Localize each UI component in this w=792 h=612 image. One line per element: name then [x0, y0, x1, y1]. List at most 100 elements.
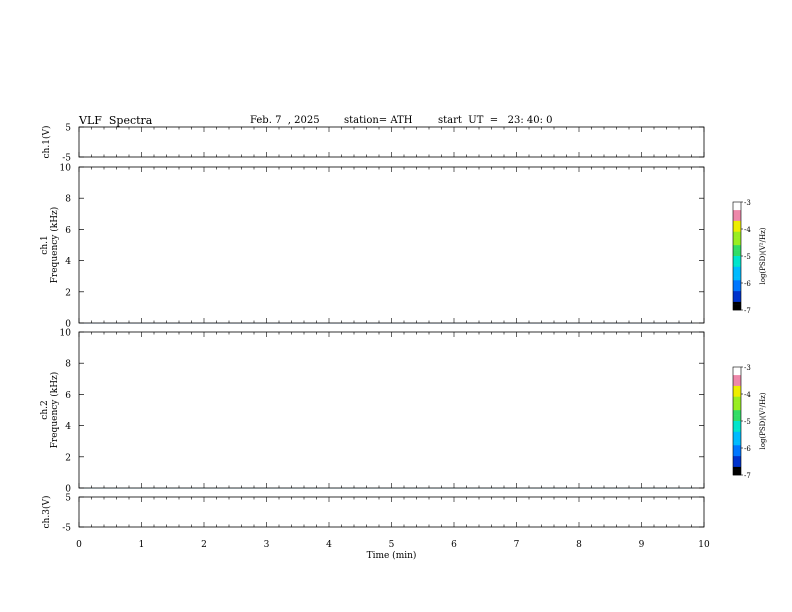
- ch2-spectrogram-colorbar-cell: [733, 464, 741, 468]
- x-tick-label: 0: [76, 540, 82, 550]
- ch1-spectrogram-colorbar-cell: [733, 304, 741, 308]
- ch2-spectrogram-colorbar-cell: [733, 418, 741, 422]
- x-tick-label: 3: [264, 540, 270, 550]
- ch1-spectrogram-colorbar-cell: [733, 229, 741, 232]
- ch2-spectrogram-colorbar-cell: [733, 445, 741, 449]
- ch2-spectrogram-colorbar-cell: [733, 377, 741, 381]
- ch1-waveform-ytick-label: 5: [65, 124, 71, 134]
- ch1-spectrogram-colorbar-cell: [733, 291, 741, 295]
- ch2-spectrogram-colorbar-cell: [733, 410, 741, 414]
- ch1-spectrogram-colorbar-cell: [733, 234, 741, 238]
- ch2-spectrogram-colorbar-cell: [733, 369, 741, 373]
- ch1-spectrogram-colorbar-cell: [733, 231, 741, 235]
- ch2-spectrogram-ytick-label: 2: [65, 453, 71, 463]
- ch1-spectrogram-colorbar-cell: [733, 288, 741, 292]
- ch1-waveform-ytick-label: -5: [62, 154, 71, 164]
- ch1-spectrogram-colorbar-cell: [733, 307, 741, 311]
- ch2-spectrogram-colorbar-cell: [733, 394, 741, 397]
- ch3-waveform-ylabel: ch.3(V): [41, 496, 52, 529]
- ch2-spectrogram-colorbar-cell: [733, 380, 741, 384]
- ch1-spectrogram-colorbar-cell: [733, 283, 741, 286]
- ch2-spectrogram-colorbar-cell: [733, 415, 741, 419]
- ch2-spectrogram-colorbar-cell: [733, 375, 741, 379]
- ch1-spectrogram-colorbar-cell: [733, 266, 741, 270]
- ch1-spectrogram-colorbar-cell: [733, 218, 741, 222]
- ch1-spectrogram-colorbar-cell: [733, 223, 741, 227]
- ch1-spectrogram-colorbar-cell: [733, 296, 741, 300]
- ch1-spectrogram-colorbar-cell: [733, 293, 741, 297]
- ch2-spectrogram-ytick-label: 4: [65, 422, 71, 432]
- ch1-spectrogram-colorbar-cell: [733, 285, 741, 289]
- ch1-spectrogram-colorbar-cell: [733, 207, 741, 211]
- ch2-spectrogram-ytick-label: 6: [65, 391, 71, 401]
- ch1-spectrogram-colorbar-cell: [733, 226, 741, 230]
- ch1-spectrogram-colorbar-cell: [733, 250, 741, 254]
- ch1-spectrogram-ylabel-line1: ch.1: [40, 235, 50, 254]
- ch2-spectrogram-colorbar-cell: [733, 461, 741, 465]
- ch1-spectrogram-colorbar-cell: [733, 261, 741, 265]
- ch2-spectrogram-colorbar-cell: [733, 448, 741, 451]
- x-tick-label: 9: [639, 540, 645, 550]
- ch1-spectrogram-frame: [78, 166, 705, 324]
- ch1-spectrogram-colorbar-cell: [733, 301, 741, 305]
- plot-labels: 5 -5 ch.1(V) 0 2 4 6 8 10 ch.1 Frequency (kHz) -3 -4…: [40, 124, 767, 562]
- ch1-spectrogram-colorbar-cell: [733, 237, 741, 241]
- ch1-spectrogram-colorbar-cell: [733, 274, 741, 278]
- x-tick-label: 10: [698, 540, 710, 550]
- ch2-spectrogram-colorbar-label: log(PSD)(V²/Hz): [759, 392, 767, 449]
- ch1-waveform-ylabel: ch.1(V): [41, 126, 52, 159]
- ch2-spectrogram-colorbar-cell: [733, 456, 741, 460]
- ch1-spectrogram-colorbar-cell: [733, 204, 741, 208]
- ch2-spectrogram-frame: [78, 331, 705, 489]
- ch1-spectrogram-colorbar-cell: [733, 220, 741, 224]
- ch1-spectrogram-colorbar-tick-label: -6: [744, 280, 751, 288]
- ch3-waveform-ytick-label: 5: [65, 494, 71, 504]
- ch1-spectrogram-colorbar-cell: [733, 299, 741, 303]
- ch2-spectrogram-colorbar-cell: [733, 421, 741, 424]
- ch1-spectrogram-ytick-label: 6: [65, 226, 71, 236]
- ch2-spectrogram-colorbar-cell: [733, 399, 741, 403]
- ch1-spectrogram-colorbar-tick-label: -3: [744, 199, 751, 207]
- ch2-spectrogram-colorbar-cell: [733, 404, 741, 408]
- ch1-spectrogram-colorbar-cell: [733, 272, 741, 276]
- ch2-spectrogram-colorbar-cell: [733, 402, 741, 406]
- date-label: Feb. 7 , 2025: [250, 115, 320, 126]
- ch1-spectrogram-colorbar-tick-label: -4: [744, 226, 751, 234]
- ch1-spectrogram-colorbar-cell: [733, 264, 741, 268]
- ch1-spectrogram-ytick-label: 8: [65, 195, 71, 205]
- ch2-spectrogram-ylabel-line1: ch.2: [40, 400, 50, 419]
- ch1-spectrogram-colorbar-tick-label: -5: [744, 253, 751, 261]
- ch2-spectrogram-colorbar-cell: [733, 383, 741, 387]
- ch2-spectrogram-colorbar-cell: [733, 426, 741, 430]
- ch2-spectrogram-colorbar-cell: [733, 396, 741, 400]
- ch1-spectrogram-colorbar-cell: [733, 202, 741, 205]
- x-tick-label: 4: [326, 540, 332, 550]
- ch1-spectrogram-colorbar-cell: [733, 215, 741, 219]
- ch1-spectrogram-ytick-label: 4: [65, 257, 71, 267]
- x-tick-label: 6: [451, 540, 457, 550]
- ch2-spectrogram-colorbar-cell: [733, 442, 741, 446]
- ch2-spectrogram-colorbar-cell: [733, 367, 741, 370]
- x-tick-label: 5: [389, 540, 395, 550]
- ch1-spectrogram-colorbar-cell: [733, 245, 741, 249]
- ch2-spectrogram-colorbar-cell: [733, 372, 741, 376]
- ch2-spectrogram-colorbar-cell: [733, 391, 741, 395]
- ch1-spectrogram-colorbar-cell: [733, 277, 741, 281]
- ch2-spectrogram-colorbar-tick-label: -6: [744, 445, 751, 453]
- start-time-label: start UT = 23: 40: 0: [438, 115, 553, 126]
- ch2-spectrogram-colorbar-cell: [733, 407, 741, 411]
- ch1-spectrogram-colorbar-label: log(PSD)(V²/Hz): [759, 227, 767, 284]
- ch1-spectrogram-colorbar-cell: [733, 212, 741, 216]
- ch2-spectrogram-colorbar-cell: [733, 423, 741, 427]
- ch2-spectrogram-colorbar-cell: [733, 439, 741, 443]
- ch2-spectrogram-colorbar-tick-label: -3: [744, 364, 751, 372]
- ch1-spectrogram-colorbar-cell: [733, 247, 741, 251]
- ch1-spectrogram-ylabel-line2: Frequency (kHz): [49, 207, 60, 284]
- ch1-spectrogram-colorbar-cell: [733, 258, 741, 262]
- ch2-spectrogram-ytick-label: 10: [60, 329, 72, 339]
- ch2-spectrogram-colorbar-cell: [733, 450, 741, 454]
- figure-title: VLF Spectra: [79, 114, 153, 127]
- ch2-spectrogram-colorbar-tick-label: -4: [744, 391, 751, 399]
